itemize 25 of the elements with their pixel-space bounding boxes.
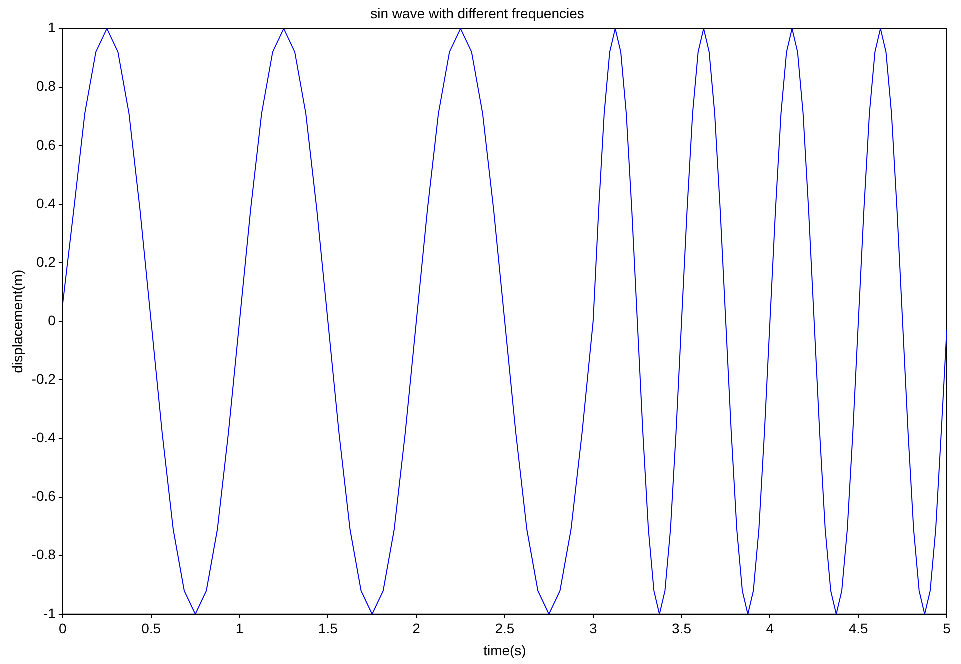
x-tick-label: 1 — [236, 620, 244, 637]
x-tick-label: 4 — [766, 620, 774, 637]
y-tick-label: 0 — [48, 312, 56, 328]
y-tick-label: -0.8 — [32, 546, 56, 563]
y-tick-label: 0.6 — [36, 136, 56, 153]
y-tick-label: -0.6 — [32, 488, 56, 504]
x-tick-label: 0.5 — [142, 620, 162, 637]
y-tick-label: 0.2 — [36, 254, 56, 270]
x-tick-label: 3.5 — [672, 620, 692, 637]
y-tick-label: 1 — [48, 20, 56, 36]
y-tick-label: 0.8 — [36, 78, 56, 94]
x-tick-label: 4.5 — [848, 620, 869, 637]
y-tick-label: -0.4 — [32, 430, 56, 446]
x-tick-label: 5 — [943, 620, 952, 637]
chart-title: sin wave with different frequencies — [370, 5, 584, 22]
x-tick-label: 3 — [589, 620, 598, 637]
y-tick-label: -1 — [43, 605, 56, 622]
x-tick-label: 2 — [412, 620, 421, 637]
y-axis-title: displacement(m) — [9, 270, 26, 374]
x-axis-title: time(s) — [484, 642, 526, 658]
x-tick-label: 0 — [59, 620, 68, 637]
x-tick-label: 2.5 — [495, 620, 515, 637]
x-tick-label: 1.5 — [318, 620, 338, 637]
y-tick-label: 0.4 — [36, 195, 56, 212]
y-tick-label: -0.2 — [32, 371, 56, 388]
